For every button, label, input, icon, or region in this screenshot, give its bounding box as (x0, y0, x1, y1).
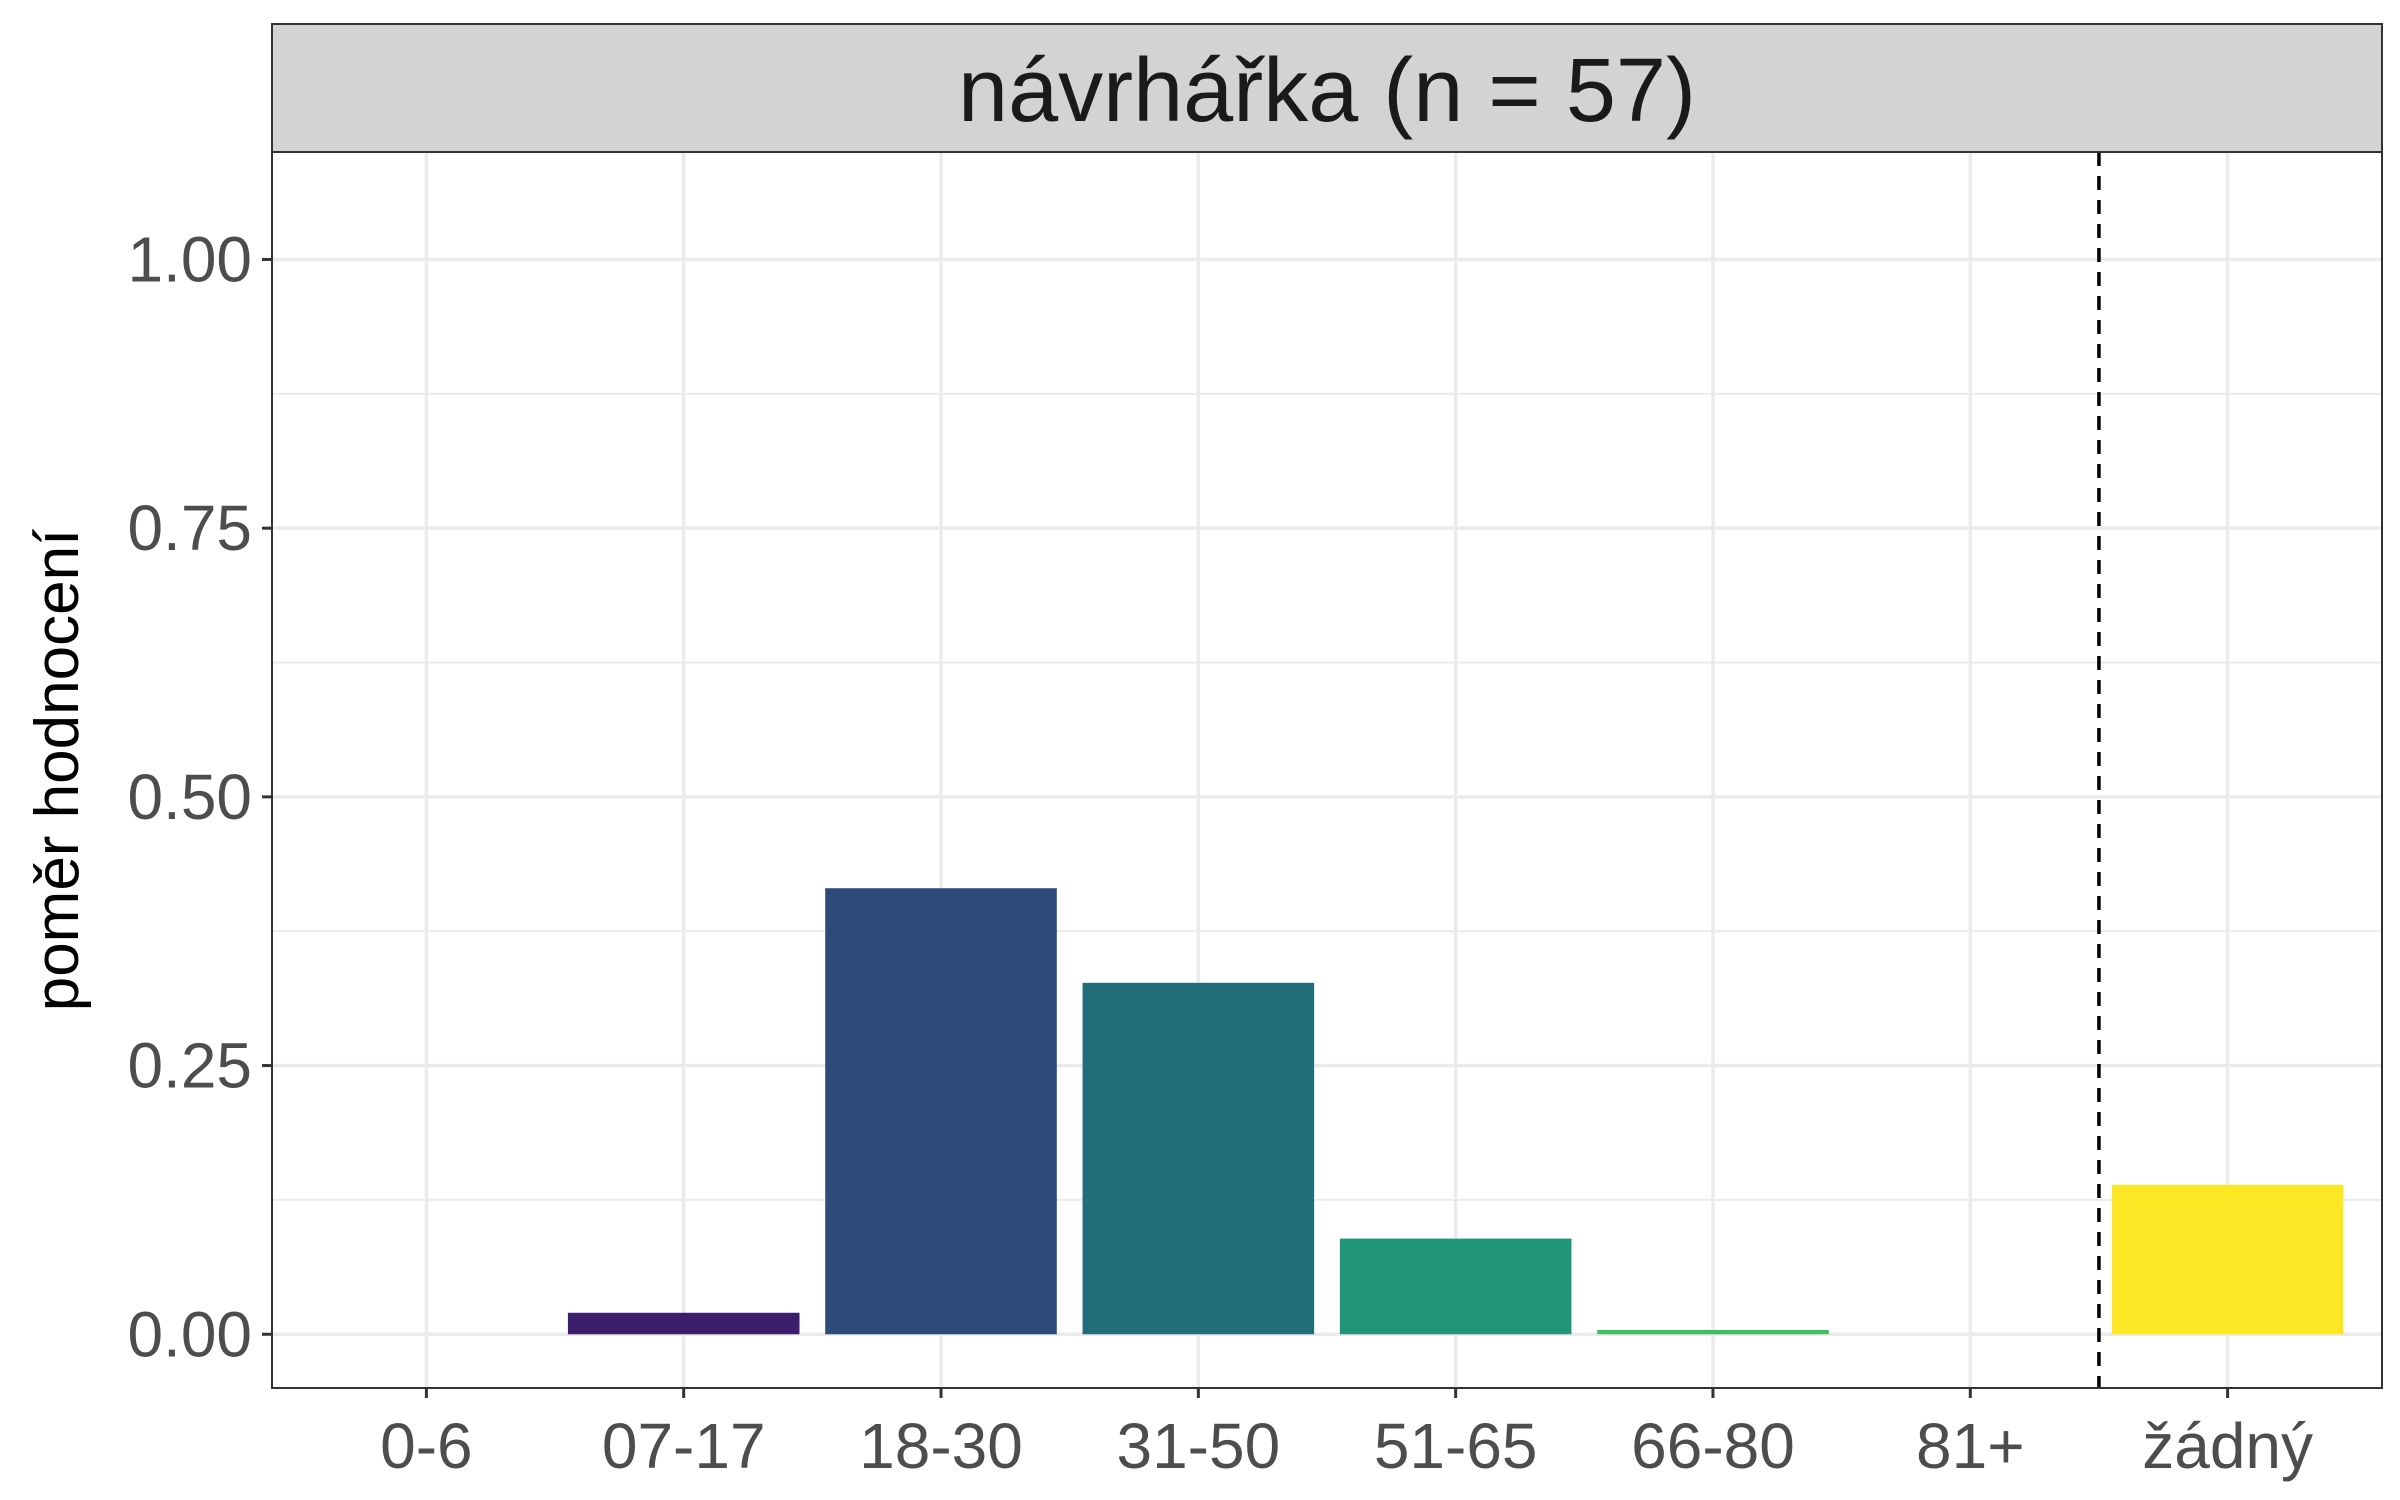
panel-background (272, 152, 2382, 1388)
x-tick-label: 31-50 (1116, 1410, 1280, 1482)
facet-strip (271, 23, 2383, 153)
bars (567, 888, 2344, 1335)
bar-66-80 (1597, 1329, 1829, 1335)
bar-51-65 (1339, 1238, 1572, 1335)
y-axis-ticks: 0.00 0.25 0.50 0.75 1.00 (127, 223, 272, 1370)
bar-žádný (2111, 1184, 2344, 1335)
y-tick-label: 0.50 (127, 761, 252, 833)
x-tick-label: 66-80 (1631, 1410, 1795, 1482)
bar-31-50 (1082, 982, 1315, 1335)
x-axis-ticks: 0-6 07-17 18-30 31-50 51-65 66-80 81+ žádný (380, 1388, 2313, 1482)
bar-18-30 (825, 888, 1057, 1335)
minor-gridlines (272, 392, 2382, 1201)
y-axis-title: poměr hodnocení (23, 529, 92, 1012)
y-tick-label: 0.75 (127, 492, 252, 564)
y-tick-label: 0.00 (127, 1298, 252, 1370)
x-tick-label: 51-65 (1374, 1410, 1538, 1482)
y-tick-label: 1.00 (127, 223, 252, 295)
x-tick-label: 81+ (1916, 1410, 2025, 1482)
x-tick-label: 0-6 (380, 1410, 473, 1482)
x-tick-label: 07-17 (602, 1410, 766, 1482)
x-tick-label: 18-30 (859, 1410, 1023, 1482)
facet-strip-title: návrhářka (n = 57) (958, 41, 1696, 141)
x-tick-label: žádný (2142, 1410, 2313, 1482)
bar-07-17 (567, 1312, 800, 1335)
y-tick-label: 0.25 (127, 1030, 252, 1102)
